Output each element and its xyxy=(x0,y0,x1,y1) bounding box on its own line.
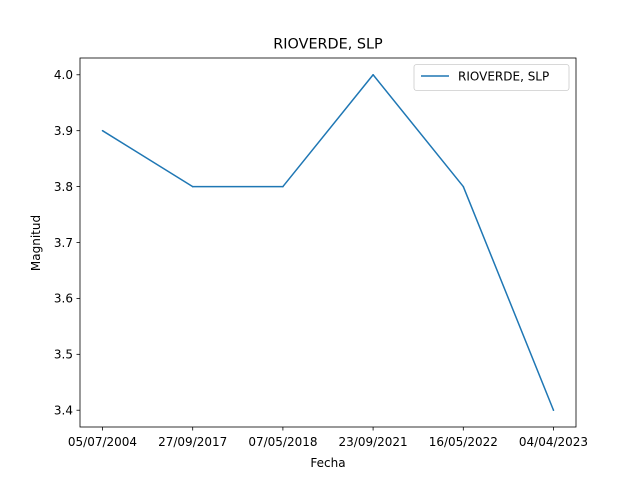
y-tick-label: 3.7 xyxy=(54,236,73,250)
x-tick-label: 23/09/2021 xyxy=(339,435,408,449)
plot-area-frame xyxy=(79,57,577,428)
data-point xyxy=(552,409,555,411)
series-layer xyxy=(101,74,555,411)
series-line xyxy=(102,74,555,411)
y-tick-label: 3.8 xyxy=(54,180,73,194)
x-tick-label: 27/09/2017 xyxy=(158,435,227,449)
data-point xyxy=(462,185,465,188)
data-point xyxy=(101,129,104,132)
data-point xyxy=(191,185,194,188)
y-tick-label: 3.5 xyxy=(54,348,73,362)
y-axis-label: Magnitud xyxy=(29,215,43,271)
y-tick-label: 3.9 xyxy=(54,124,73,138)
legend-box xyxy=(413,64,570,91)
y-axis-ticks: 3.4 3.5 3.6 3.7 3.8 3.9 4.0 xyxy=(54,68,80,418)
data-point xyxy=(282,185,284,188)
x-tick-label: 07/05/2018 xyxy=(248,435,317,449)
x-tick-label: 04/04/2023 xyxy=(519,435,588,449)
y-tick-label: 4.0 xyxy=(54,68,73,82)
legend-label: RIOVERDE, SLP xyxy=(458,70,549,84)
y-tick-label: 3.6 xyxy=(54,292,73,306)
legend: RIOVERDE, SLP xyxy=(413,64,570,91)
x-tick-label: 05/07/2004 xyxy=(68,435,137,449)
x-axis-ticks: 05/07/2004 27/09/2017 07/05/2018 23/09/2021… xyxy=(68,427,588,449)
x-tick-label: 16/05/2022 xyxy=(429,435,498,449)
x-axis-label: Fecha xyxy=(310,456,345,470)
data-point xyxy=(372,74,374,76)
chart-title: RIOVERDE, SLP xyxy=(273,37,383,53)
y-tick-label: 3.4 xyxy=(54,404,73,418)
